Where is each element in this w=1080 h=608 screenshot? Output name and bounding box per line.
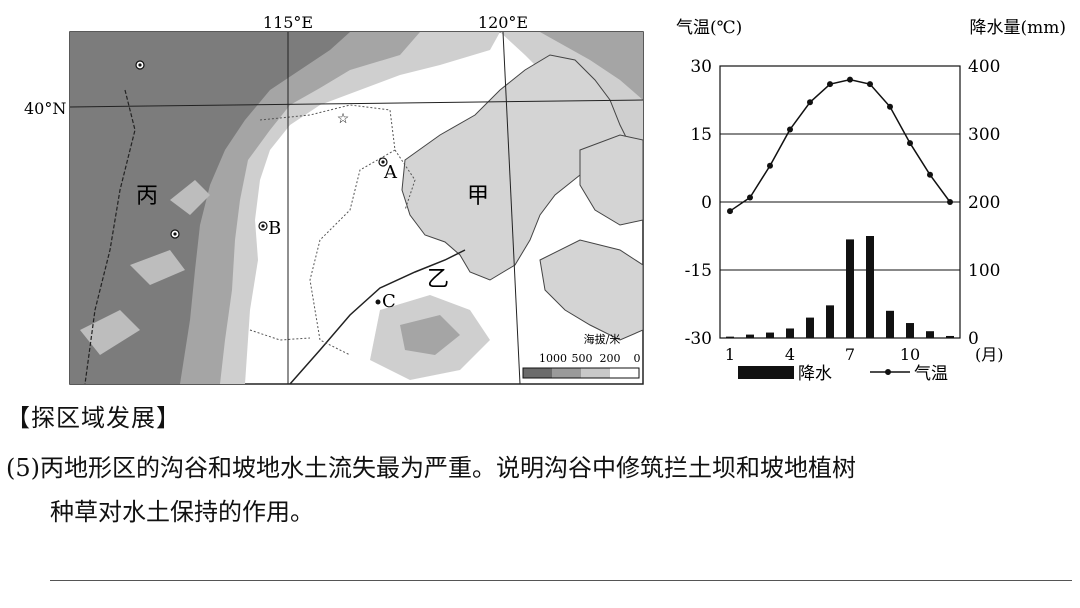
point-b-label: B — [268, 218, 281, 239]
temp-point-month-1 — [727, 208, 733, 215]
precip-bar-month-8 — [866, 236, 874, 338]
valley-patch-2 — [130, 250, 185, 285]
province-boundary-1 — [259, 104, 396, 356]
chart-legend: 降水 气温 — [738, 364, 948, 384]
west-boundary — [84, 89, 136, 384]
answer-line[interactable] — [50, 580, 1072, 581]
temperature-line — [729, 78, 951, 212]
legend-precip-swatch — [738, 366, 794, 379]
precip-bar-month-1 — [726, 336, 734, 338]
question-text-1: 丙地形区的沟谷和坡地水土流失最为严重。说明沟谷中修筑拦土坝和坡地植树 — [40, 454, 856, 482]
legend-value-500: 500 — [572, 352, 593, 365]
y-left-tick-label: 0 — [701, 193, 712, 213]
point-c-label: C — [382, 291, 396, 312]
legend-swatch-4 — [610, 368, 639, 378]
y-right-tick-label: 300 — [968, 125, 1000, 145]
x-tick-label: 10 — [900, 345, 920, 364]
point-c-marker — [375, 299, 381, 305]
x-axis-unit-label: (月) — [975, 345, 1004, 364]
y-left-tick-label: 15 — [690, 125, 712, 145]
capital-star-icon: ☆ — [337, 111, 350, 127]
climate-chart-svg: 气温(℃) 降水量(mm) 30 15 0 -15 -30 400 300 200 100 0 1 4… — [676, 18, 1066, 384]
precip-bar-month-11 — [926, 331, 934, 338]
topographic-map: 115°E 120°E 40°N — [20, 10, 660, 400]
yellow-river — [289, 249, 466, 384]
y-left-axis-label: 气温(℃) — [676, 18, 742, 38]
legend-value-200: 200 — [600, 352, 621, 365]
temp-point-month-9 — [887, 103, 893, 110]
question-line-1: (5)丙地形区的沟谷和坡地水土流失最为严重。说明沟谷中修筑拦土坝和坡地植树 — [6, 446, 1076, 490]
temp-point-month-10 — [907, 140, 913, 147]
legend-swatch-2 — [552, 368, 581, 378]
temp-point-month-8 — [867, 81, 873, 88]
y-right-tick-label: 400 — [968, 57, 1000, 77]
legend-value-1000: 1000 — [539, 352, 567, 365]
region-label-jia: 甲 — [467, 184, 489, 209]
valley-patch-3 — [80, 310, 140, 355]
temp-point-month-12 — [947, 199, 953, 205]
section-title: 【探区域发展】 — [6, 404, 181, 432]
legend-temp-marker — [885, 369, 891, 375]
temp-point-month-11 — [927, 171, 933, 178]
question-number: (5) — [6, 454, 40, 482]
precip-bar-month-3 — [766, 332, 774, 338]
precip-bar-month-4 — [786, 328, 794, 338]
lat-line-40n — [70, 99, 643, 108]
valley-patch-1 — [170, 180, 210, 215]
precip-bar-month-5 — [806, 317, 814, 338]
legend-swatch-3 — [581, 368, 610, 378]
precip-bar-month-12 — [946, 335, 954, 338]
temp-point-month-6 — [827, 81, 833, 88]
temp-point-month-4 — [787, 126, 793, 133]
lon-line-120e — [502, 32, 521, 384]
legend-frame — [522, 367, 640, 379]
climate-chart: 气温(℃) 降水量(mm) 30 15 0 -15 -30 400 300 200 100 0 1 4… — [670, 8, 1075, 398]
legend-value-0: 0 — [634, 352, 641, 365]
x-tick-label: 4 — [785, 345, 795, 364]
precip-bar-month-6 — [826, 305, 834, 338]
city-dot-nw — [135, 60, 145, 70]
precip-bar-month-10 — [906, 323, 914, 338]
region-label-yi: 乙 — [427, 267, 449, 292]
elevation-legend: 海拔/米 1000 500 200 0 — [522, 332, 641, 379]
x-tick-label: 1 — [725, 345, 735, 364]
east-sea — [579, 134, 643, 226]
liaodong-mountains — [540, 32, 643, 100]
question-text-2: 种草对水土保持的作用。 — [50, 498, 314, 526]
city-dot-west — [170, 229, 180, 239]
point-b-marker — [258, 221, 268, 231]
lat-label-40n: 40°N — [24, 99, 66, 118]
temp-point-month-2 — [747, 194, 753, 201]
province-boundary-2 — [394, 149, 416, 211]
y-left-tick-label: 30 — [690, 57, 712, 77]
yellow-sea — [539, 239, 643, 341]
y-right-tick-label: 100 — [968, 261, 1000, 281]
y-left-tick-label: -30 — [685, 329, 712, 349]
point-a-marker — [378, 157, 388, 167]
region-label-bing: 丙 — [136, 184, 158, 209]
y-right-tick-label: 0 — [968, 329, 979, 349]
point-a-label: A — [383, 162, 398, 183]
mountain-dark-region — [70, 32, 350, 384]
temp-point-month-7 — [847, 76, 853, 83]
legend-swatch-1 — [523, 368, 552, 378]
precip-bar-month-9 — [886, 310, 894, 338]
shandong-mountains — [400, 315, 460, 355]
legend-precip-label: 降水 — [798, 364, 832, 384]
y-right-tick-label: 200 — [968, 193, 1000, 213]
lon-label-120: 120°E — [478, 13, 528, 32]
map-svg: 115°E 120°E 40°N — [24, 13, 644, 385]
y-right-axis-label: 降水量(mm) — [969, 18, 1066, 38]
precip-bar-month-7 — [846, 239, 854, 338]
legend-temp-label: 气温 — [914, 364, 948, 384]
temp-point-month-3 — [767, 162, 773, 169]
legend-title: 海拔/米 — [584, 332, 621, 346]
lon-label-115: 115°E — [263, 13, 313, 32]
precip-bar-month-2 — [746, 334, 754, 338]
y-left-tick-label: -15 — [685, 261, 712, 281]
temp-point-month-5 — [807, 99, 813, 106]
x-tick-label: 7 — [845, 345, 855, 364]
question-5: (5)丙地形区的沟谷和坡地水土流失最为严重。说明沟谷中修筑拦土坝和坡地植树 种草… — [6, 446, 1076, 534]
